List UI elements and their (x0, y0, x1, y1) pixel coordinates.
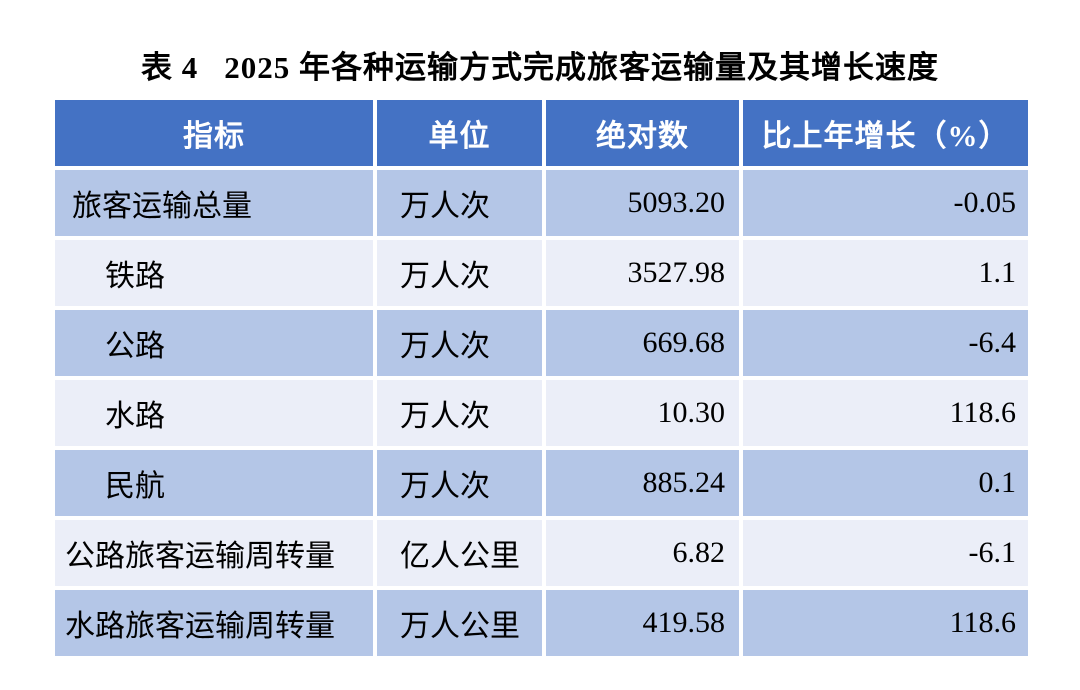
indicator-cell: 民航 (55, 450, 373, 516)
header-absolute: 绝对数 (546, 100, 739, 166)
value-cell: 5093.20 (546, 170, 739, 236)
value-cell: 669.68 (546, 310, 739, 376)
indicator-cell: 水路旅客运输周转量 (55, 590, 373, 656)
header-row: 指标 单位 绝对数 比上年增长（%） (55, 100, 1028, 166)
growth-cell: 0.1 (743, 450, 1028, 516)
unit-cell: 万人次 (377, 380, 542, 446)
indicator-cell: 铁路 (55, 240, 373, 306)
table-row: 旅客运输总量 万人次 5093.20 -0.05 (55, 170, 1028, 236)
unit-cell: 万人公里 (377, 590, 542, 656)
value-cell: 3527.98 (546, 240, 739, 306)
indicator-cell: 公路 (55, 310, 373, 376)
table-title: 表 4 2025 年各种运输方式完成旅客运输量及其增长速度 (0, 42, 1080, 87)
indicator-cell: 公路旅客运输周转量 (55, 520, 373, 586)
unit-cell: 万人次 (377, 170, 542, 236)
table-row: 水路 万人次 10.30 118.6 (55, 380, 1028, 446)
growth-cell: 1.1 (743, 240, 1028, 306)
indicator-cell: 旅客运输总量 (55, 170, 373, 236)
value-cell: 10.30 (546, 380, 739, 446)
growth-cell: 118.6 (743, 590, 1028, 656)
table-row: 公路 万人次 669.68 -6.4 (55, 310, 1028, 376)
growth-cell: 118.6 (743, 380, 1028, 446)
unit-cell: 亿人公里 (377, 520, 542, 586)
value-cell: 885.24 (546, 450, 739, 516)
passenger-transport-table: 指标 单位 绝对数 比上年增长（%） 旅客运输总量 万人次 5093.20 -0… (51, 96, 1032, 660)
value-cell: 6.82 (546, 520, 739, 586)
growth-cell: -6.1 (743, 520, 1028, 586)
unit-cell: 万人次 (377, 310, 542, 376)
table-row: 公路旅客运输周转量 亿人公里 6.82 -6.1 (55, 520, 1028, 586)
table-title-text: 2025 年各种运输方式完成旅客运输量及其增长速度 (224, 50, 939, 85)
unit-cell: 万人次 (377, 450, 542, 516)
value-cell: 419.58 (546, 590, 739, 656)
header-indicator: 指标 (55, 100, 373, 166)
unit-cell: 万人次 (377, 240, 542, 306)
indicator-cell: 水路 (55, 380, 373, 446)
table-row: 水路旅客运输周转量 万人公里 419.58 118.6 (55, 590, 1028, 656)
table-row: 铁路 万人次 3527.98 1.1 (55, 240, 1028, 306)
growth-cell: -6.4 (743, 310, 1028, 376)
table-number: 表 4 (141, 50, 199, 85)
header-unit: 单位 (377, 100, 542, 166)
header-growth: 比上年增长（%） (743, 100, 1028, 166)
growth-cell: -0.05 (743, 170, 1028, 236)
table-row: 民航 万人次 885.24 0.1 (55, 450, 1028, 516)
